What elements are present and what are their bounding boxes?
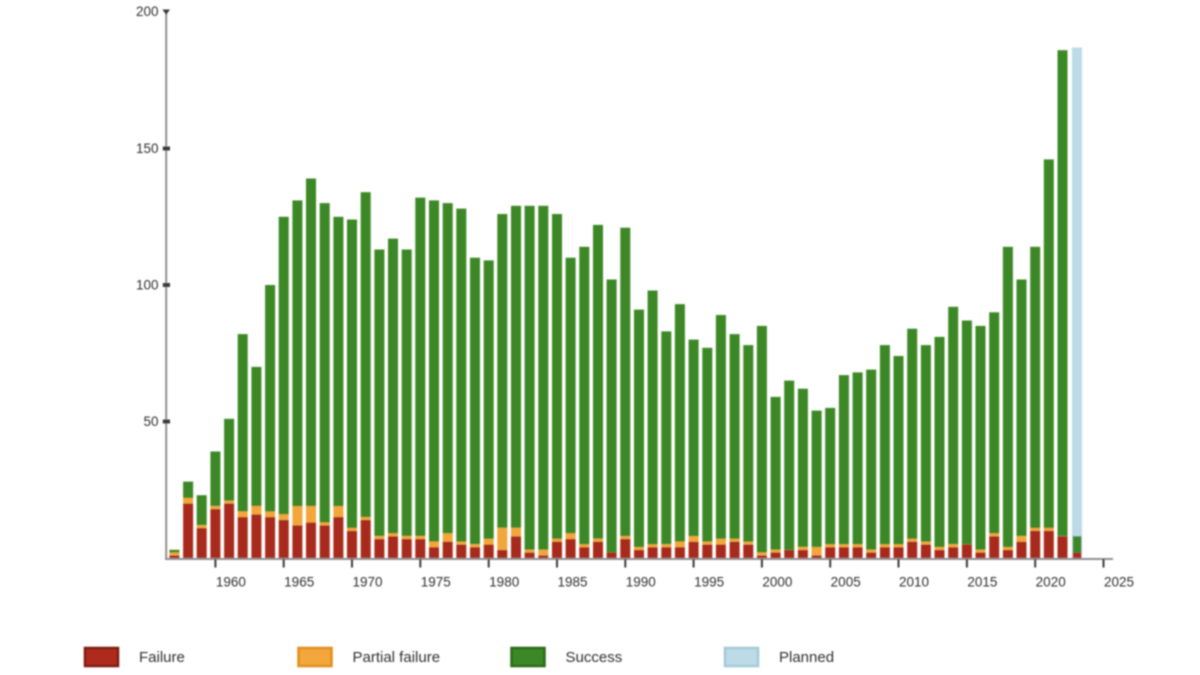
svg-text:1995: 1995 [694,575,724,590]
svg-text:2015: 2015 [967,575,997,590]
svg-text:Partial failure: Partial failure [353,649,441,666]
svg-text:50: 50 [143,414,158,429]
svg-text:100: 100 [136,278,159,293]
svg-text:1970: 1970 [352,575,382,590]
svg-text:2020: 2020 [1036,575,1066,590]
svg-text:2005: 2005 [831,575,861,590]
svg-text:Success: Success [566,649,623,666]
svg-text:1990: 1990 [626,575,656,590]
svg-text:1960: 1960 [216,575,246,590]
svg-text:150: 150 [136,141,159,156]
svg-text:1975: 1975 [421,575,451,590]
svg-text:Planned: Planned [779,649,834,666]
svg-text:1980: 1980 [489,575,519,590]
svg-text:2025: 2025 [1104,575,1134,590]
svg-text:2010: 2010 [899,575,929,590]
svg-text:Failure: Failure [139,649,185,666]
svg-text:200: 200 [136,4,159,19]
svg-text:1985: 1985 [557,575,587,590]
svg-text:1965: 1965 [284,575,314,590]
svg-text:2000: 2000 [762,575,792,590]
